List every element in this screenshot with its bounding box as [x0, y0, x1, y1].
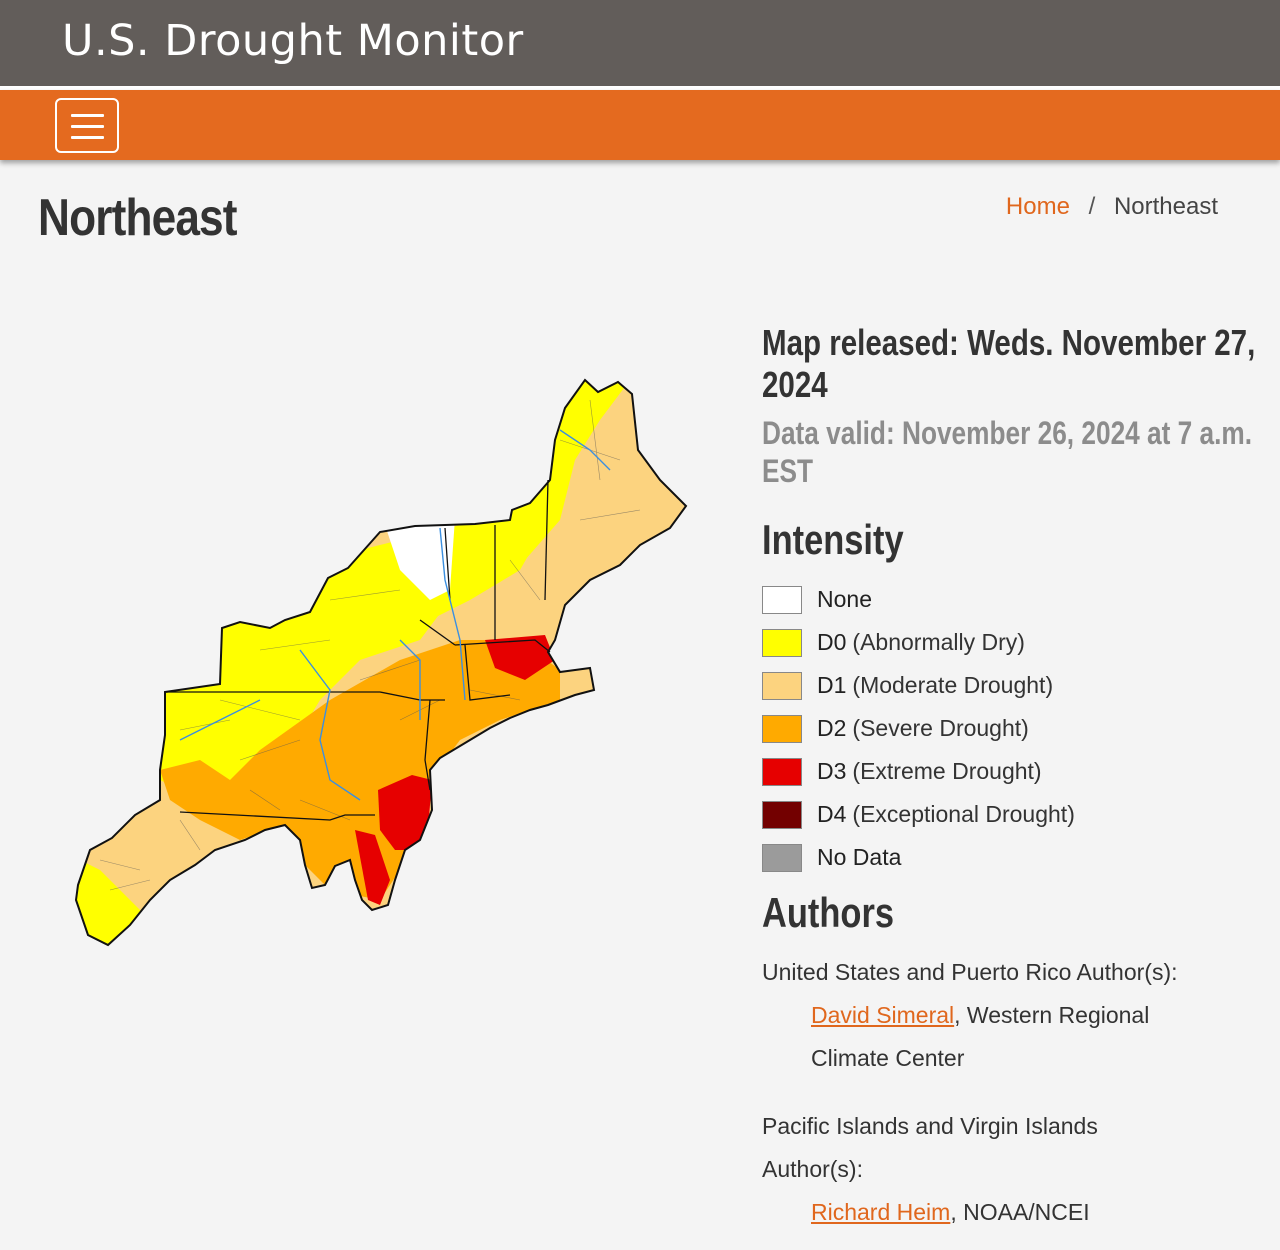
nav-bar — [0, 90, 1280, 160]
legend-code: D0 — [817, 629, 847, 655]
legend-item-d3: D3 (Extreme Drought) — [762, 750, 1262, 793]
legend-code: None — [817, 586, 872, 612]
state-borders — [165, 479, 551, 821]
author-link-richard-heim[interactable]: Richard Heim — [811, 1199, 951, 1225]
us-author-entry: David Simeral, Western Regional — [762, 994, 1262, 1037]
legend-desc: (Severe Drought) — [852, 715, 1029, 741]
map-released-date: Map released: Weds. November 27, 2024 — [762, 322, 1256, 405]
breadcrumb-separator: / — [1088, 193, 1096, 220]
drought-map[interactable] — [70, 375, 700, 955]
intensity-heading: Intensity — [762, 516, 904, 563]
legend-item-no-data: No Data — [762, 836, 1262, 879]
author-org: , NOAA/NCEI — [950, 1199, 1090, 1225]
us-author-org-cont: Climate Center — [811, 1045, 965, 1071]
intensity-legend: None D0 (Abnormally Dry) D1 (Moderate Dr… — [762, 578, 1262, 879]
region-outline — [74, 378, 688, 947]
legend-swatch — [762, 843, 802, 872]
hamburger-menu-icon[interactable] — [55, 98, 119, 153]
legend-item-d1: D1 (Moderate Drought) — [762, 664, 1262, 707]
legend-desc: (Abnormally Dry) — [852, 629, 1025, 655]
page-title: Northeast — [38, 189, 238, 247]
authors-heading: Authors — [762, 889, 895, 936]
legend-code: D4 — [817, 801, 847, 827]
legend-desc: (Extreme Drought) — [852, 758, 1042, 784]
legend-swatch — [762, 585, 802, 614]
author-org: , Western Regional — [954, 1002, 1150, 1028]
header-divider — [0, 86, 1280, 90]
rivers — [179, 429, 611, 801]
breadcrumb-current: Northeast — [1113, 193, 1218, 220]
legend-item-d2: D2 (Severe Drought) — [762, 707, 1262, 750]
legend-item-d4: D4 (Exceptional Drought) — [762, 793, 1262, 836]
pi-author-entry: Richard Heim, NOAA/NCEI — [762, 1191, 1262, 1234]
legend-item-d0: D0 (Abnormally Dry) — [762, 621, 1262, 664]
pi-authors-label-cont: Author(s): — [762, 1156, 863, 1182]
legend-item-none: None — [762, 578, 1262, 621]
legend-swatch — [762, 800, 802, 829]
legend-swatch — [762, 628, 802, 657]
legend-code: No Data — [817, 844, 902, 870]
legend-code: D2 — [817, 715, 847, 741]
legend-desc: (Moderate Drought) — [852, 672, 1054, 698]
legend-swatch — [762, 714, 802, 743]
us-authors-label: United States and Puerto Rico Author(s): — [762, 959, 1178, 985]
legend-desc: (Exceptional Drought) — [852, 801, 1075, 827]
legend-code: D3 — [817, 758, 847, 784]
author-link-david-simeral[interactable]: David Simeral — [811, 1002, 955, 1028]
legend-swatch — [762, 671, 802, 700]
breadcrumb: Home / Northeast — [1006, 193, 1218, 221]
legend-code: D1 — [817, 672, 847, 698]
site-header: U.S. Drought Monitor — [0, 0, 1280, 86]
pi-authors-label: Pacific Islands and Virgin Islands — [762, 1113, 1098, 1139]
site-title[interactable]: U.S. Drought Monitor — [62, 16, 524, 66]
legend-swatch — [762, 757, 802, 786]
breadcrumb-home-link[interactable]: Home — [1005, 193, 1070, 220]
data-valid-date: Data valid: November 26, 2024 at 7 a.m. … — [762, 415, 1253, 489]
map-info-panel: Map released: Weds. November 27, 2024 Da… — [762, 322, 1262, 1234]
drought-map-fills — [76, 380, 686, 945]
